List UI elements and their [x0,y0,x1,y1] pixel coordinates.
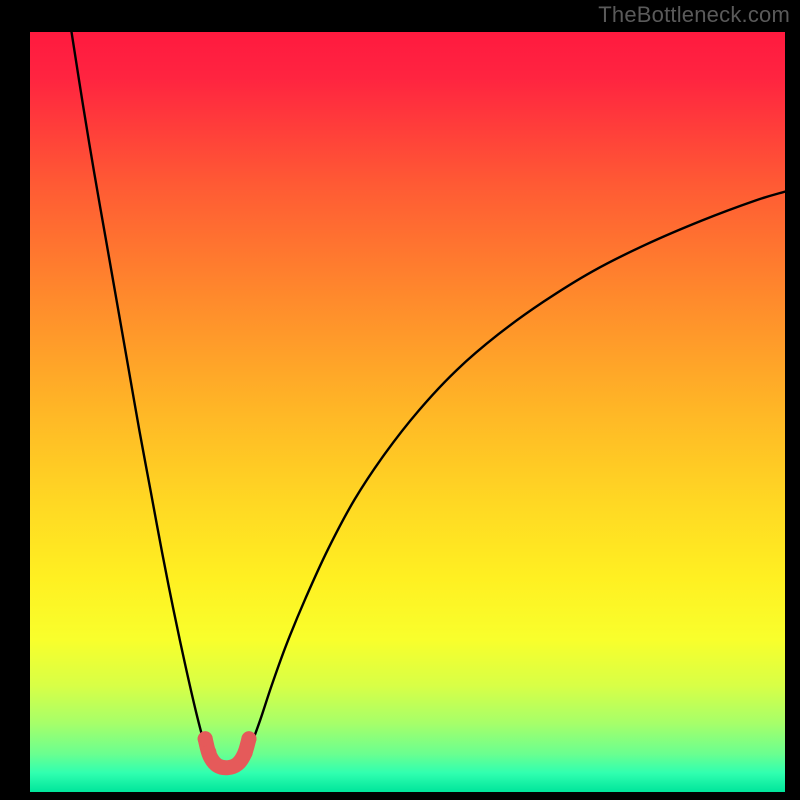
bottleneck-chart [30,32,785,792]
chart-background [30,32,785,792]
well-marker-dot [198,731,213,746]
well-marker-dot [201,745,216,760]
well-marker-dot [241,731,256,746]
well-marker-dot [238,745,253,760]
chart-container: TheBottleneck.com [0,0,800,800]
watermark-text: TheBottleneck.com [598,2,790,28]
